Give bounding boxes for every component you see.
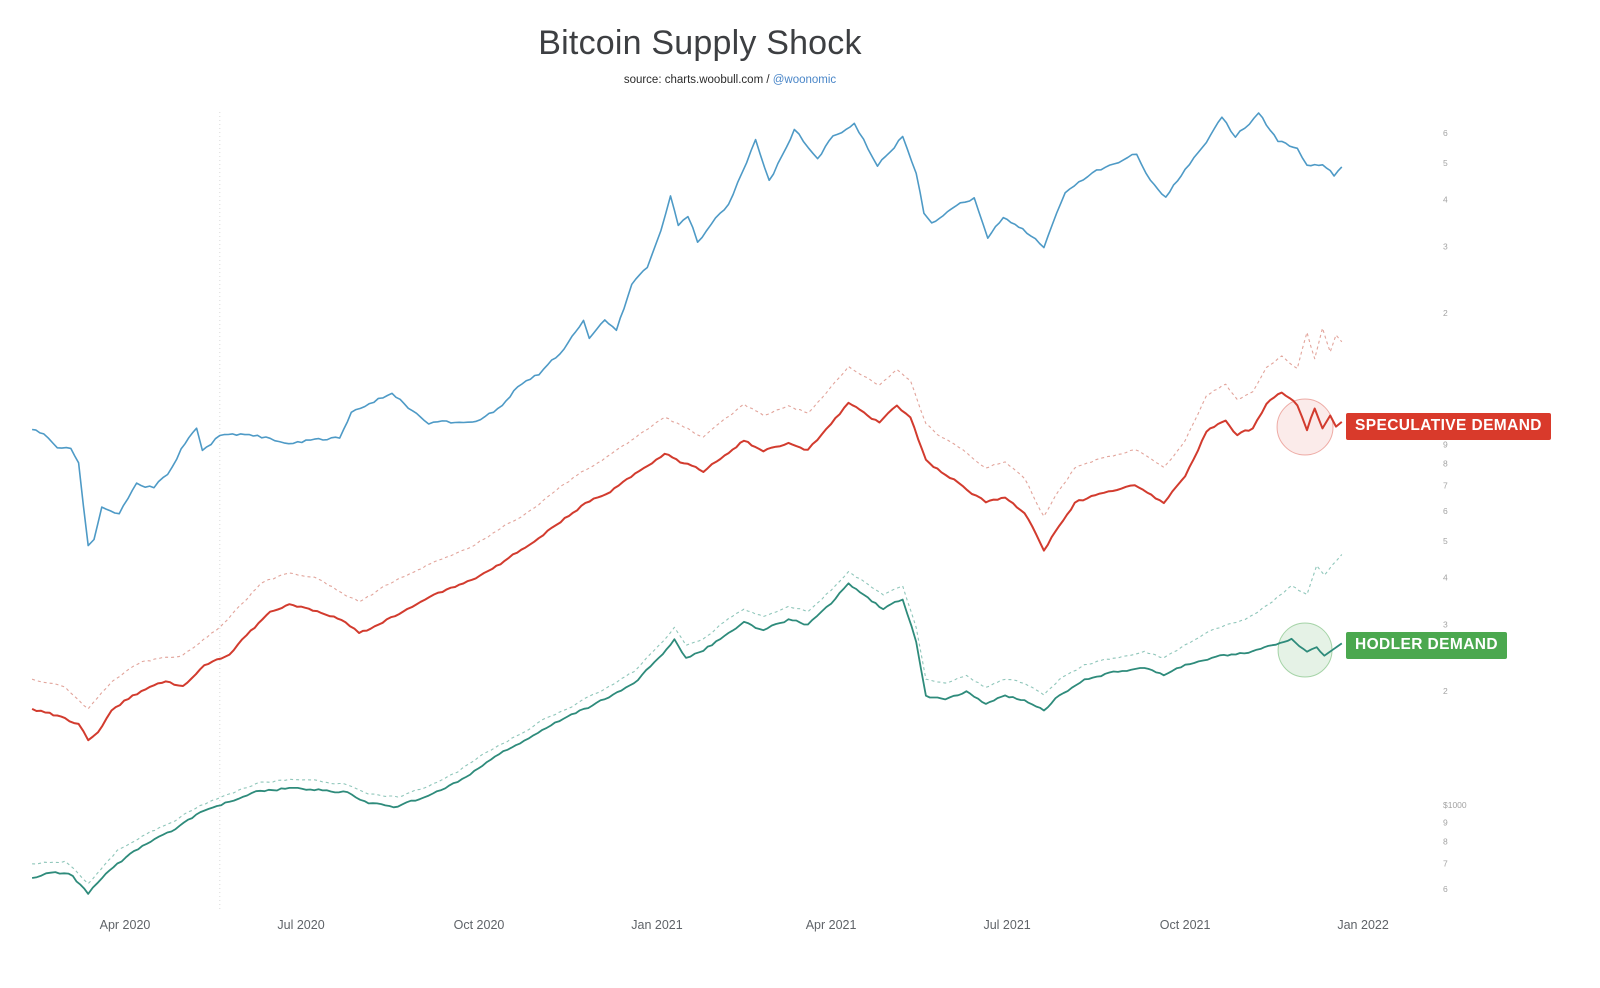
speculative-demand-badge: SPECULATIVE DEMAND [1346, 413, 1551, 440]
y-axis-tick-label: 5 [1443, 536, 1448, 546]
page-title: Bitcoin Supply Shock [538, 24, 862, 62]
y-axis-tick-label: 2 [1443, 686, 1448, 696]
hodler-demand-badge: HODLER DEMAND [1346, 632, 1507, 659]
series-speculative-demand-alt [31, 327, 1343, 710]
y-axis-tick-label: 6 [1443, 128, 1448, 138]
x-axis-tick-label: Oct 2020 [454, 918, 505, 932]
source-prefix: source: charts.woobull.com / [623, 74, 773, 86]
x-axis-tick-label: Jul 2021 [983, 918, 1030, 932]
y-axis-tick-label: 4 [1443, 194, 1448, 204]
x-axis-tick-label: Apr 2021 [806, 918, 857, 932]
x-axis-tick-label: Jan 2022 [1337, 918, 1388, 932]
y-axis-tick-label: 8 [1443, 459, 1448, 469]
y-axis-tick-label: 7 [1443, 859, 1448, 869]
y-axis-tick-label: 9 [1443, 817, 1448, 827]
x-axis-tick-label: Apr 2020 [100, 918, 151, 932]
y-axis-tick-label: 6 [1443, 884, 1448, 894]
y-axis-tick-label: 3 [1443, 242, 1448, 252]
y-axis-tick-label: 8 [1443, 837, 1448, 847]
y-axis-tick-label: 3 [1443, 620, 1448, 630]
y-axis-tick-label: 7 [1443, 481, 1448, 491]
source-link[interactable]: @woonomic [772, 74, 837, 86]
series-hodler-demand [31, 582, 1343, 895]
series-speculative-demand [31, 391, 1343, 742]
y-axis-tick-label: 6 [1443, 506, 1448, 516]
chart-source: source: charts.woobull.com / @woonomic [624, 74, 836, 86]
y-axis-tick-label: 5 [1443, 158, 1448, 168]
series-btc-price [31, 112, 1343, 547]
x-axis-tick-label: Jan 2021 [631, 918, 682, 932]
y-axis-tick-label: 2 [1443, 308, 1448, 318]
y-axis-tick-label: 4 [1443, 572, 1448, 582]
x-axis-tick-label: Jul 2020 [277, 918, 324, 932]
y-axis-tick-label: 9 [1443, 439, 1448, 449]
y-axis-tick-label: $1000 [1443, 800, 1467, 810]
series-hodler-demand-alt [32, 554, 1343, 885]
x-axis-tick-label: Oct 2021 [1160, 918, 1211, 932]
